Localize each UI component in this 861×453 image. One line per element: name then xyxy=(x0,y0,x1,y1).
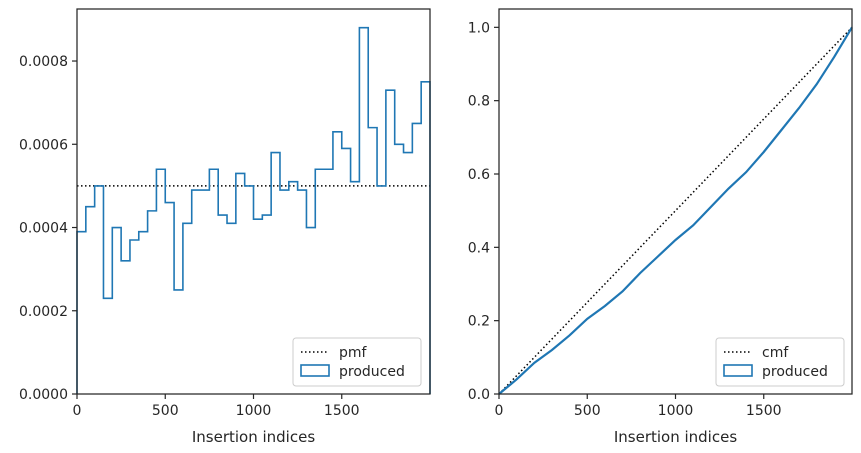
axes-frame xyxy=(498,8,853,395)
y-tick-label: 0.0000 xyxy=(19,387,68,403)
y-tick-label: 0.4 xyxy=(468,240,490,256)
y-tick-label: 0.2 xyxy=(468,314,490,330)
x-tick-label: 0 xyxy=(495,403,504,419)
x-tick-label: 500 xyxy=(574,403,601,419)
y-tick-label: 0.0004 xyxy=(19,221,68,237)
x-axis-label: Insertion indices xyxy=(614,428,737,446)
x-tick-label: 1500 xyxy=(746,403,782,419)
legend-box xyxy=(715,337,845,387)
x-tick-label: 1000 xyxy=(236,403,272,419)
y-tick-label: 0.0008 xyxy=(19,54,68,70)
y-tick-label: 1.0 xyxy=(468,20,490,36)
legend-produced-swatch xyxy=(723,364,753,377)
x-tick-label: 1000 xyxy=(658,403,694,419)
y-tick-label: 0.6 xyxy=(468,167,490,183)
legend-produced-label: produced xyxy=(339,364,405,380)
cmf-reference-line xyxy=(498,26,853,395)
x-axis-label: Insertion indices xyxy=(192,428,315,446)
y-tick-label: 0.0002 xyxy=(19,304,68,320)
right-chart-panel: 0 500 1000 1500 0.0 0.2 0.4 0.6 0.8 1.0 Insertion … xyxy=(468,8,853,446)
legend-reference-label: cmf xyxy=(762,345,789,361)
legend-produced-swatch xyxy=(300,364,330,377)
produced-histogram-step xyxy=(76,26,431,394)
left-chart-panel: 0 500 1000 1500 0.0000 0.0002 0.0004 0.0006 0.00… xyxy=(19,8,431,446)
y-tick-label: 0.0 xyxy=(468,387,490,403)
y-tick-label: 0.8 xyxy=(468,94,490,110)
legend-produced-label: produced xyxy=(762,364,828,380)
legend-reference-label: pmf xyxy=(339,345,368,361)
legend-box xyxy=(292,337,422,387)
x-tick-label: 1500 xyxy=(324,403,360,419)
x-tick-label: 500 xyxy=(152,403,179,419)
produced-cumulative-line xyxy=(498,26,853,395)
x-tick-label: 0 xyxy=(73,403,82,419)
y-tick-label: 0.0006 xyxy=(19,137,68,153)
